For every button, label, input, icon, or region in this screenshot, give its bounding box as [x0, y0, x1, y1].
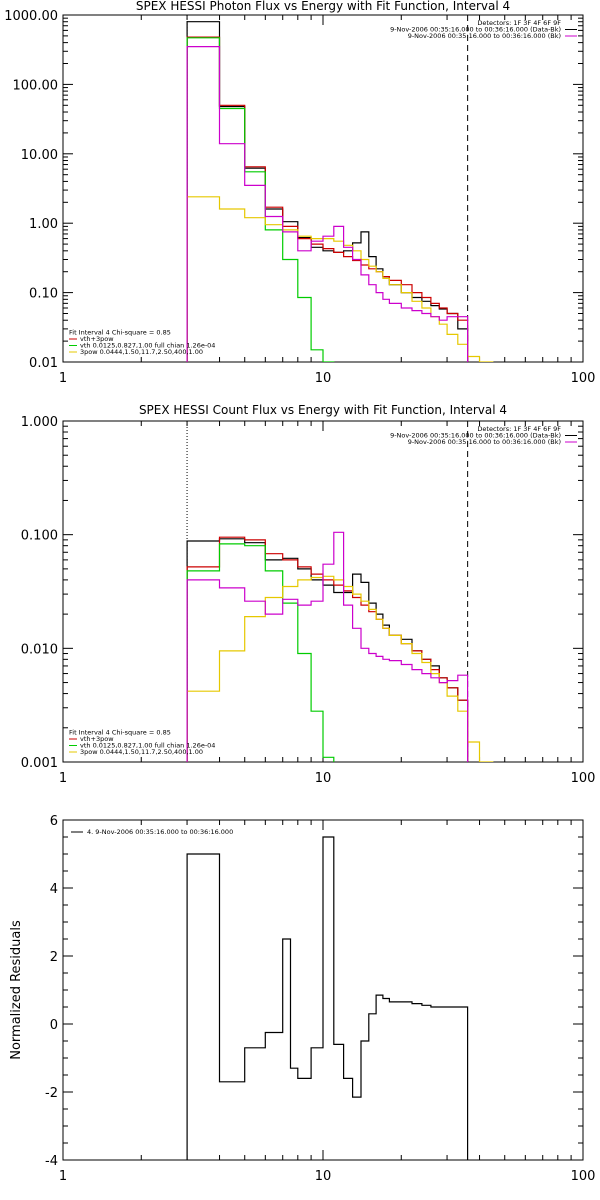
count-chart: SPEX HESSI Count Flux vs Energy with Fit… — [21, 403, 596, 786]
photon-axes-frame — [62, 14, 584, 363]
count-legend-bottom-entry: vth 0.0125,0.827,1.00 full chian 1.26e-0… — [80, 742, 215, 750]
count-legend-bottom-entry: Fit Interval 4 Chi-square = 0.85 — [69, 729, 171, 737]
residuals-x-axis: 1 10 100 — [59, 820, 596, 1184]
count-x-tick-label: 100 — [571, 771, 596, 786]
residuals-plot-area — [186, 836, 469, 1160]
residuals-ylabel: Normalized Residuals — [9, 920, 24, 1060]
photon-series-fit-total — [186, 36, 469, 362]
residuals-y-tick-label: 4 — [50, 882, 58, 897]
residuals-chart: Normalized Residuals 1 10 100 -4 -2 0 2 4 6 4. 9-N… — [9, 814, 595, 1184]
residuals-legend: 4. 9-Nov-2006 00:35:16.000 to 00:36:16.0… — [71, 828, 233, 836]
photon-series-power-law — [186, 196, 494, 362]
count-legend-bottom-entry: 3pow 0.0444,1.50,11.7,2.50,400,1.00 — [80, 748, 203, 756]
photon-series-background — [186, 46, 469, 362]
photon-legend-top-entry: 9-Nov-2006 00:35:16.000 to 00:36:16.000 … — [390, 26, 561, 34]
photon-x-tick-label: 10 — [315, 371, 332, 386]
count-legend-bottom-entry: vth+3pow — [80, 735, 114, 743]
count-title: SPEX HESSI Count Flux vs Energy with Fit… — [139, 403, 507, 417]
count-x-axis: 1 10 100 — [59, 421, 596, 786]
residuals-series-data — [186, 836, 469, 1160]
photon-legend-bottom-entry: vth 0.0125,0.827,1.00 full chian 1.26e-0… — [80, 342, 215, 350]
photon-y-tick-label: 10.00 — [21, 148, 58, 163]
count-y-tick-label: 1.000 — [21, 415, 58, 430]
photon-legend-bottom-entry: Fit Interval 4 Chi-square = 0.85 — [69, 329, 171, 337]
count-legend-top-entry: 9-Nov-2006 00:35:16.000 to 00:36:16.000 … — [408, 438, 561, 446]
photon-title: SPEX HESSI Photon Flux vs Energy with Fi… — [136, 0, 510, 13]
photon-series-data — [186, 21, 469, 362]
count-x-tick-label: 1 — [59, 771, 67, 786]
photon-y-tick-label: 100.00 — [13, 78, 59, 93]
residuals-x-tick-label: 1 — [59, 1169, 67, 1184]
photon-series-thermal — [186, 37, 335, 362]
residuals-y-tick-label: -4 — [45, 1154, 58, 1169]
count-series-data — [186, 538, 469, 762]
count-series-power-law — [186, 575, 494, 762]
count-y-tick-label: 0.001 — [21, 756, 58, 771]
residuals-legend-top-entry: 4. 9-Nov-2006 00:35:16.000 to 00:36:16.0… — [87, 828, 233, 836]
count-x-tick-label: 10 — [315, 771, 332, 786]
residuals-y-tick-label: 0 — [50, 1018, 58, 1033]
photon-x-axis: 1 10 100 — [59, 15, 596, 386]
count-series-background — [186, 531, 469, 762]
residuals-y-tick-label: 6 — [50, 814, 58, 829]
photon-legend-top-entry: 9-Nov-2006 00:35:16.000 to 00:36:16.000 … — [408, 32, 561, 40]
photon-x-tick-label: 100 — [571, 371, 596, 386]
photon-legend: Detectors: 1F 3F 4F 6F 9F9-Nov-2006 00:3… — [69, 19, 577, 356]
photon-chart: SPEX HESSI Photon Flux vs Energy with Fi… — [4, 0, 595, 386]
photon-legend-top-entry: Detectors: 1F 3F 4F 6F 9F — [477, 19, 561, 27]
count-series-fit-total — [186, 536, 469, 762]
photon-legend-bottom-entry: 3pow 0.0444,1.50,11.7,2.50,400,1.00 — [80, 348, 203, 356]
residuals-x-tick-label: 100 — [571, 1169, 596, 1184]
count-y-tick-label: 0.010 — [21, 642, 58, 657]
residuals-y-tick-label: 2 — [50, 950, 58, 965]
count-legend: Detectors: 1F 3F 4F 6F 9F9-Nov-2006 00:3… — [69, 425, 577, 756]
count-plot-area — [186, 421, 494, 762]
residuals-x-tick-label: 10 — [315, 1169, 332, 1184]
photon-y-tick-label: 0.01 — [29, 356, 58, 371]
photon-y-tick-label: 1000.00 — [4, 9, 58, 24]
count-y-axis: 0.001 0.010 0.100 1.000 — [21, 415, 583, 771]
photon-y-tick-label: 0.10 — [29, 287, 58, 302]
residuals-y-axis: -4 -2 0 2 4 6 — [45, 814, 583, 1169]
residuals-y-tick-label: -2 — [45, 1086, 58, 1101]
count-y-tick-label: 0.100 — [21, 529, 58, 544]
count-legend-top-entry: 9-Nov-2006 00:35:16.000 to 00:36:16.000 … — [390, 432, 561, 440]
photon-legend-bottom-entry: vth+3pow — [80, 335, 114, 343]
photon-y-tick-label: 1.00 — [29, 217, 58, 232]
photon-x-tick-label: 1 — [59, 371, 67, 386]
photon-y-axis: 0.01 0.10 1.00 10.00 100.00 1000.00 — [4, 9, 583, 371]
count-legend-top-entry: Detectors: 1F 3F 4F 6F 9F — [477, 425, 561, 433]
photon-plot-area — [186, 15, 494, 362]
